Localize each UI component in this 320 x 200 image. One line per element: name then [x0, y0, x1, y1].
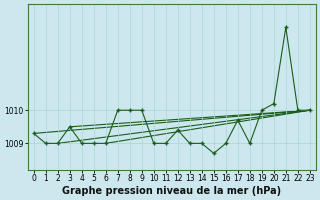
X-axis label: Graphe pression niveau de la mer (hPa): Graphe pression niveau de la mer (hPa)	[62, 186, 281, 196]
